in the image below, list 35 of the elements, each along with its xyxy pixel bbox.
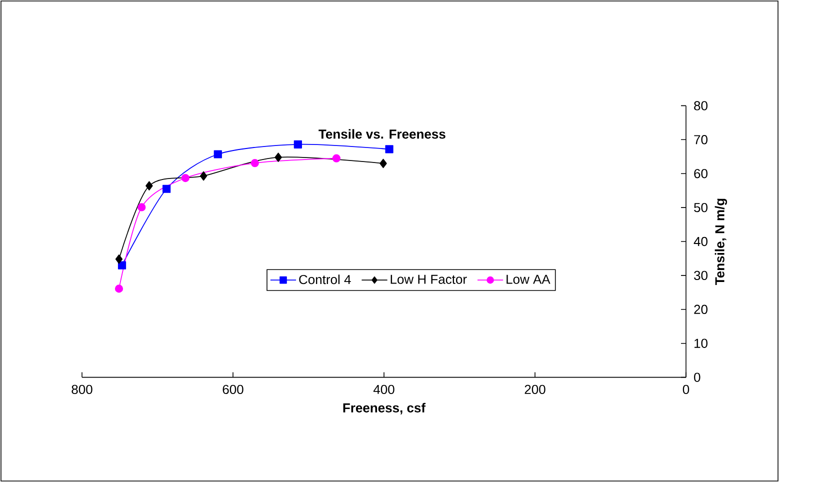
point [181, 174, 190, 182]
point [380, 158, 387, 168]
y-tick-label: 10 [694, 338, 708, 348]
x-tick-label: 800 [72, 384, 92, 394]
y-axis-title: Tensile, N m/g [714, 198, 728, 285]
y-tick-label: 0 [694, 372, 700, 382]
point [115, 254, 123, 264]
y-tick-label: 20 [694, 304, 708, 314]
point [138, 203, 146, 212]
x-tick-label: 400 [373, 384, 394, 394]
y-tick-label: 40 [694, 236, 708, 246]
point [250, 159, 259, 168]
legend-label: Low H Factor [390, 274, 467, 284]
y-tick-label: 50 [694, 202, 708, 212]
point [294, 140, 302, 148]
legend-label: Low AA [506, 274, 550, 284]
x-axis-title: Freeness, csf [343, 402, 426, 414]
y-tick-label: 30 [694, 270, 708, 280]
point [385, 145, 394, 154]
point [146, 181, 153, 190]
point [114, 284, 124, 293]
text: Tensile vs. Freeness [318, 129, 446, 139]
point [118, 261, 126, 270]
y-tick-label: 70 [694, 135, 708, 144]
y-tick-label: 80 [694, 101, 708, 110]
point [200, 171, 208, 181]
legend-label: Control 4 [299, 274, 351, 284]
x-tick-label: 600 [222, 384, 244, 394]
x-tick-label: 0 [682, 384, 690, 394]
point [214, 150, 222, 158]
point [332, 154, 340, 162]
point [162, 184, 171, 193]
point [274, 152, 282, 162]
x-tick-label: 200 [524, 384, 546, 394]
y-tick-label: 60 [694, 168, 708, 178]
